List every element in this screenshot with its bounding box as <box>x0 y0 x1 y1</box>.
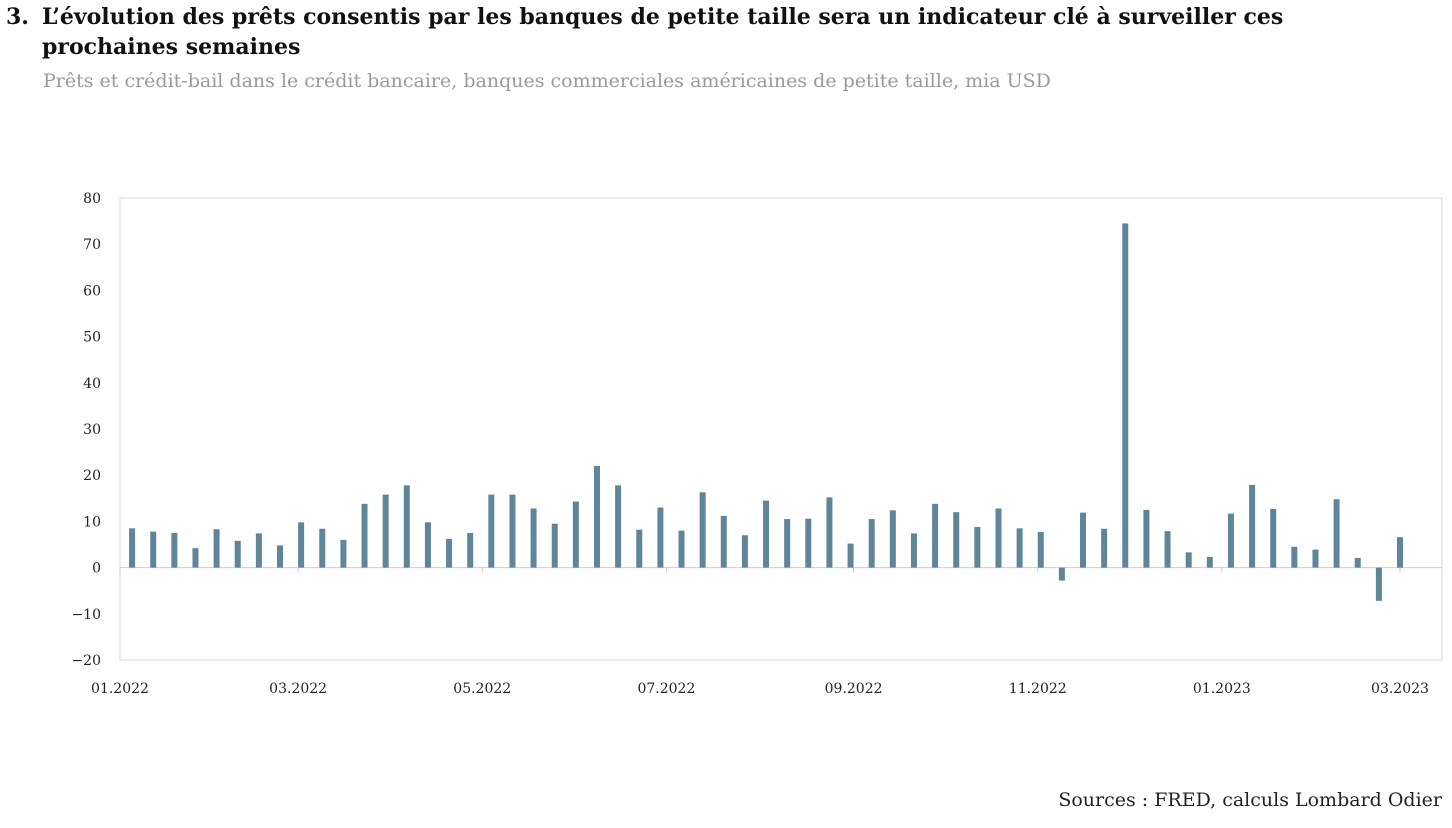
x-tick-label: 01.2022 <box>91 681 149 697</box>
bar <box>889 510 896 568</box>
x-tick-label: 11.2022 <box>1009 681 1067 697</box>
x-tick-label: 03.2022 <box>269 681 327 697</box>
y-tick-label: 40 <box>83 376 101 392</box>
bar <box>319 528 326 568</box>
bar <box>234 540 241 568</box>
title-number: 3. <box>6 4 29 30</box>
y-tick-label: 50 <box>83 330 101 346</box>
bar <box>255 533 262 568</box>
bar <box>995 508 1002 568</box>
source-note: Sources : FRED, calculs Lombard Odier <box>1058 789 1442 811</box>
bar <box>826 497 833 568</box>
bar <box>1016 528 1023 568</box>
bar <box>509 494 516 568</box>
plot-frame <box>119 197 1443 661</box>
bar <box>720 515 727 568</box>
bar <box>1249 484 1256 568</box>
y-tick-label: 60 <box>83 283 101 299</box>
bar <box>1312 549 1319 568</box>
bar <box>551 523 558 568</box>
bar <box>678 530 685 568</box>
y-tick-label: 70 <box>83 237 101 253</box>
chart-subtitle: Prêts et crédit-bail dans le crédit banc… <box>43 70 1051 92</box>
bar <box>741 535 748 568</box>
bar <box>446 538 453 568</box>
x-tick-label: 09.2022 <box>825 681 883 697</box>
y-tick-label: −10 <box>71 607 101 623</box>
y-tick-label: 20 <box>83 468 101 484</box>
bar <box>150 531 157 568</box>
bar <box>277 545 283 568</box>
bar <box>1227 513 1234 568</box>
bar <box>953 512 960 568</box>
y-axis: −20 −10 0 10 20 30 40 50 60 70 80 <box>71 191 101 669</box>
bar <box>1058 567 1065 581</box>
chart-title: L’évolution des prêts consentis par les … <box>42 4 1284 60</box>
y-tick-label: −20 <box>71 653 101 669</box>
bar <box>1185 552 1192 568</box>
bar <box>784 519 791 568</box>
bar <box>1270 508 1277 568</box>
title-row: 3. L’évolution des prêts consentis par l… <box>6 2 1426 62</box>
bar <box>1080 512 1087 568</box>
bar <box>974 526 981 568</box>
y-tick-label: 0 <box>92 561 101 577</box>
y-tick-label: 80 <box>83 191 101 207</box>
bar <box>467 532 474 568</box>
bar <box>1143 509 1150 568</box>
bar <box>805 518 812 568</box>
bar <box>615 485 622 568</box>
x-tick-label: 03.2023 <box>1371 681 1429 697</box>
bar <box>593 465 600 568</box>
bar <box>1291 546 1298 568</box>
x-tick-label: 05.2022 <box>453 681 511 697</box>
bar <box>932 503 939 568</box>
bar <box>1333 499 1340 568</box>
bar <box>213 529 220 568</box>
y-tick-label: 10 <box>83 514 101 530</box>
bar <box>424 522 431 568</box>
bar <box>171 532 178 568</box>
bar <box>340 539 347 568</box>
bar <box>192 548 199 568</box>
bar <box>657 507 664 568</box>
bar <box>298 522 305 568</box>
bars <box>129 223 1403 601</box>
bar <box>129 528 136 568</box>
bar <box>910 533 917 568</box>
x-axis: 01.2022 03.2022 05.2022 07.2022 09.2022 11.20… <box>91 567 1429 697</box>
bar <box>636 529 643 568</box>
bar <box>763 500 770 568</box>
title-block: 3. L’évolution des prêts consentis par l… <box>6 2 1426 94</box>
bar <box>847 543 854 568</box>
bar <box>1101 528 1108 568</box>
bar <box>1354 557 1361 568</box>
bar <box>1164 531 1171 568</box>
bar <box>1122 223 1129 568</box>
x-tick-label: 07.2022 <box>637 681 695 697</box>
bar <box>1206 556 1213 568</box>
x-tick-label: 01.2023 <box>1193 681 1251 697</box>
bar <box>382 494 389 568</box>
bar <box>572 501 579 568</box>
bar <box>488 494 495 568</box>
bar <box>1397 537 1403 568</box>
bar-chart: −20 −10 0 10 20 30 40 50 60 70 80 01.2022 03.2022 05… <box>71 191 1443 697</box>
bar <box>530 508 537 568</box>
bar <box>699 492 706 568</box>
bar <box>868 519 875 568</box>
bar <box>403 485 410 568</box>
y-tick-label: 30 <box>83 422 101 438</box>
bar <box>1375 567 1382 601</box>
bar <box>1037 532 1044 568</box>
plot-border <box>119 197 1443 661</box>
bar <box>361 503 368 568</box>
